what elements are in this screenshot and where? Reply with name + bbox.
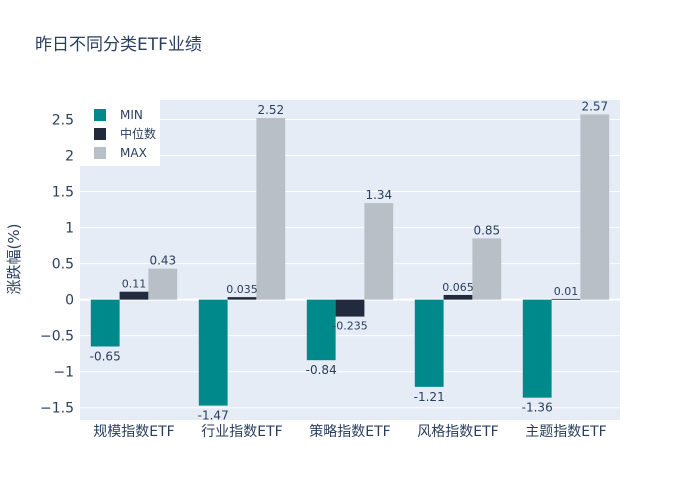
y-tick-label: −1 — [53, 365, 74, 381]
legend-box — [80, 100, 160, 166]
legend-swatch — [94, 128, 106, 140]
bar — [335, 299, 365, 317]
data-label: 0.43 — [149, 254, 176, 268]
data-label: -0.65 — [90, 349, 121, 363]
x-tick-label: 风格指数ETF — [417, 424, 498, 440]
y-tick-label: 2.5 — [52, 112, 74, 128]
y-axis-ticks: −1.5 −1 −0.5 0 0.5 1 1.5 2 2.5 — [40, 112, 74, 416]
x-axis-ticks: 规模指数ETF 行业指数ETF 策略指数ETF 风格指数ETF 主题指数ETF — [93, 423, 606, 440]
bar — [364, 203, 394, 300]
legend-label: MIN — [120, 108, 143, 122]
data-label: 0.85 — [473, 223, 500, 237]
data-label: 2.52 — [257, 103, 284, 117]
bar — [551, 298, 581, 300]
bar — [414, 299, 444, 387]
bars — [90, 114, 610, 406]
bar — [227, 297, 257, 300]
data-label: 0.01 — [554, 285, 579, 298]
data-label: 1.34 — [365, 188, 392, 202]
x-tick-label: 规模指数ETF — [93, 424, 174, 440]
bar — [256, 118, 286, 300]
bar — [198, 299, 228, 406]
data-label: 0.065 — [442, 281, 474, 294]
legend-label: 中位数 — [120, 126, 156, 141]
y-tick-label: 2 — [65, 148, 74, 164]
x-tick-label: 行业指数ETF — [201, 424, 282, 440]
chart-title: 昨日不同分类ETF业绩 — [35, 35, 202, 55]
legend-swatch — [94, 109, 106, 121]
legend: MIN 中位数 MAX — [80, 100, 160, 166]
data-label: 0.11 — [122, 278, 147, 291]
bar — [148, 268, 178, 300]
y-tick-label: 0.5 — [52, 257, 74, 273]
data-labels: -0.65 0.110.43 -1.47 0.035 2.52 -0.84 -0.235 1.… — [90, 99, 608, 422]
data-label: -0.235 — [332, 320, 367, 333]
bar — [522, 299, 552, 398]
legend-label: MAX — [120, 146, 147, 160]
data-label: 2.57 — [581, 99, 608, 113]
data-label: -1.21 — [414, 390, 445, 404]
y-axis-title: 涨跌幅(%) — [5, 224, 23, 295]
y-tick-label: 1.5 — [52, 185, 74, 201]
bar — [443, 294, 473, 300]
bar — [306, 299, 336, 361]
data-label: 0.035 — [226, 283, 258, 296]
legend-swatch — [94, 147, 106, 159]
x-tick-label: 主题指数ETF — [525, 424, 606, 440]
data-label: -0.84 — [306, 363, 337, 377]
y-tick-label: −1.5 — [40, 401, 74, 417]
bar — [90, 299, 120, 347]
y-tick-label: 1 — [65, 221, 74, 237]
data-label: -1.47 — [198, 409, 229, 423]
bar — [472, 238, 502, 300]
bar — [119, 291, 149, 300]
data-label: -1.36 — [522, 401, 553, 415]
bar — [580, 114, 610, 300]
x-tick-label: 策略指数ETF — [309, 423, 390, 440]
y-tick-label: −0.5 — [40, 329, 74, 345]
y-tick-label: 0 — [65, 293, 74, 309]
